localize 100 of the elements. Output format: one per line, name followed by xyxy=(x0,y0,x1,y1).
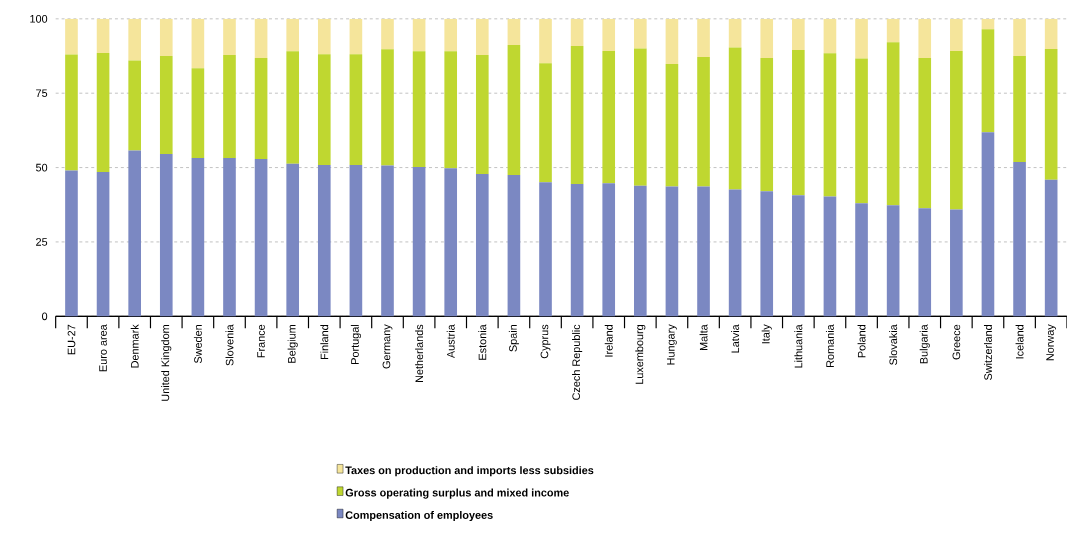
bar xyxy=(96,171,110,317)
bar xyxy=(823,53,837,197)
bar xyxy=(1013,55,1026,162)
x-tick-label: Norway xyxy=(1046,324,1057,361)
bar xyxy=(981,132,995,317)
bar xyxy=(128,18,141,61)
bar xyxy=(191,18,205,69)
x-tick-label: Latvia xyxy=(731,324,740,353)
legend-label: Compensation of employees xyxy=(345,510,493,521)
x-tick-label: France xyxy=(257,324,265,358)
bar xyxy=(412,166,426,317)
bar xyxy=(792,18,805,50)
bar xyxy=(223,54,236,158)
bar xyxy=(317,164,331,317)
bar xyxy=(539,182,552,317)
bar xyxy=(886,42,900,206)
bar xyxy=(412,18,426,52)
bar xyxy=(381,18,394,50)
legend-label: Taxes on production and imports less subsidies xyxy=(345,466,594,477)
x-tick-label: Portugal xyxy=(350,324,361,364)
bar xyxy=(855,18,868,59)
x-tick-label: Estonia xyxy=(478,324,487,360)
bar xyxy=(191,68,205,158)
x-tick-label: Switzerland xyxy=(983,324,992,380)
bar xyxy=(254,158,268,317)
x-tick-label: Slovenia xyxy=(225,324,234,366)
x-tick-label: Greece xyxy=(952,324,961,360)
bar xyxy=(381,165,394,317)
x-tick-label: Spain xyxy=(508,324,519,352)
bar xyxy=(602,18,616,51)
bar xyxy=(475,173,489,317)
x-tick-label: Germany xyxy=(382,324,393,369)
bar xyxy=(444,51,458,169)
bar xyxy=(475,54,489,174)
bar xyxy=(728,47,742,190)
bar xyxy=(570,45,584,184)
x-tick-label: Luxembourg xyxy=(635,324,646,384)
bar xyxy=(634,185,647,317)
x-tick-label: Lithuania xyxy=(794,324,803,368)
bar xyxy=(602,183,616,317)
x-tick-label: Netherlands xyxy=(415,324,424,382)
bar xyxy=(128,150,141,317)
bar xyxy=(444,18,458,52)
x-tick-label: Italy xyxy=(761,324,772,344)
x-tick-label: Cyprus xyxy=(540,324,551,359)
bar xyxy=(317,18,331,55)
y-tick-label: 0 xyxy=(42,312,48,320)
x-tick-label: Sweden xyxy=(193,324,202,363)
bar xyxy=(981,29,995,133)
bar xyxy=(286,51,300,164)
bar xyxy=(65,18,78,55)
bar xyxy=(665,18,679,64)
bar xyxy=(634,48,647,186)
x-tick-label: Ireland xyxy=(604,324,613,357)
legend-label: Gross operating surplus and mixed income xyxy=(345,488,569,499)
bar xyxy=(381,49,394,166)
bar xyxy=(349,164,363,317)
bar xyxy=(286,163,300,317)
bar xyxy=(254,57,268,159)
bar xyxy=(570,18,584,46)
bar xyxy=(950,209,963,317)
x-tick-label: Bulgaria xyxy=(919,324,930,364)
bar xyxy=(412,51,426,167)
bar xyxy=(918,208,932,317)
bar xyxy=(159,18,173,56)
bar xyxy=(918,18,932,58)
bar xyxy=(317,54,331,165)
bar xyxy=(475,18,489,55)
x-tick-label: Finland xyxy=(320,324,329,359)
bar xyxy=(760,191,774,317)
x-tick-label: Slovakia xyxy=(889,324,898,365)
x-tick-label: Austria xyxy=(446,324,455,358)
bar xyxy=(855,203,868,317)
bar xyxy=(507,18,521,45)
bar xyxy=(1013,161,1026,317)
y-tick-label: 50 xyxy=(35,163,48,172)
bar xyxy=(1013,18,1026,56)
bar xyxy=(697,56,710,187)
bar xyxy=(823,18,837,54)
bar xyxy=(950,18,963,51)
bar xyxy=(728,189,742,317)
bar xyxy=(159,55,173,154)
bar xyxy=(96,18,110,53)
bar xyxy=(349,18,363,55)
x-tick-label: Belgium xyxy=(287,324,298,363)
bar xyxy=(444,168,458,317)
bar xyxy=(65,54,78,171)
bar xyxy=(349,54,363,165)
x-tick-label: Denmark xyxy=(130,324,139,368)
bar xyxy=(697,186,710,317)
bar xyxy=(1044,18,1058,49)
bar xyxy=(886,205,900,317)
bar xyxy=(823,196,837,317)
bar xyxy=(728,18,742,48)
x-tick-label: EU-27 xyxy=(67,324,76,355)
bar xyxy=(792,49,805,196)
bar xyxy=(697,18,710,57)
x-tick-label: Poland xyxy=(857,324,866,358)
bar xyxy=(128,60,141,151)
y-tick-label: 100 xyxy=(30,14,48,23)
